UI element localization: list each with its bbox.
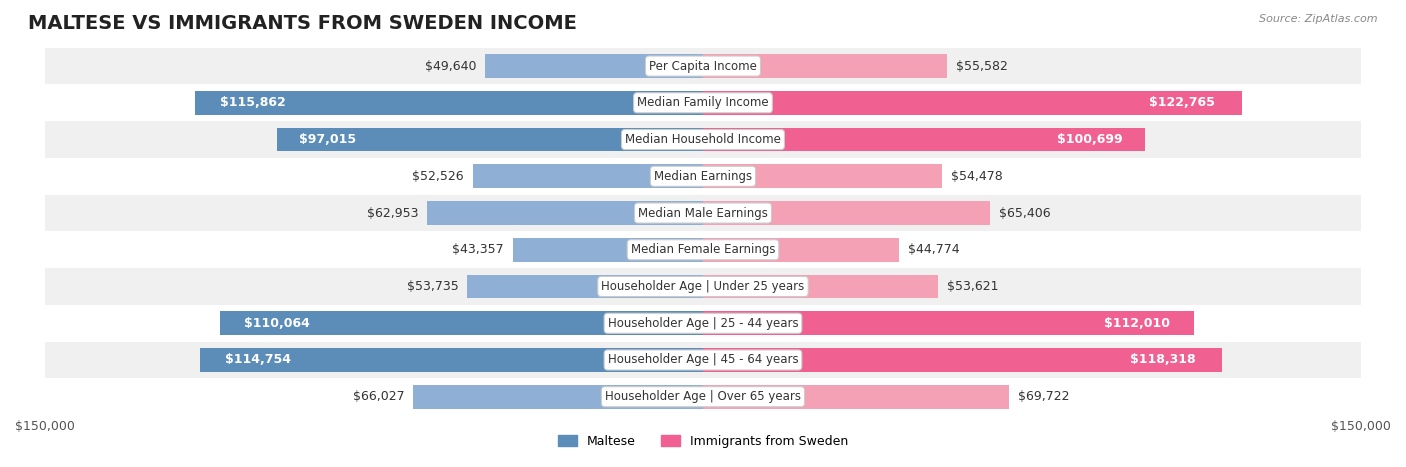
Bar [277, 127, 703, 151]
Bar [703, 201, 990, 225]
Text: Householder Age | 45 - 64 years: Householder Age | 45 - 64 years [607, 354, 799, 367]
Text: $112,010: $112,010 [1104, 317, 1170, 330]
Text: $97,015: $97,015 [298, 133, 356, 146]
Bar [45, 85, 1361, 121]
Text: $43,357: $43,357 [453, 243, 503, 256]
Text: $114,754: $114,754 [225, 354, 291, 367]
Bar [703, 311, 1195, 335]
Bar [45, 158, 1361, 195]
Text: $53,735: $53,735 [406, 280, 458, 293]
Text: $122,765: $122,765 [1149, 96, 1215, 109]
Text: Householder Age | Under 25 years: Householder Age | Under 25 years [602, 280, 804, 293]
Text: $118,318: $118,318 [1130, 354, 1197, 367]
Bar [45, 342, 1361, 378]
Text: $100,699: $100,699 [1057, 133, 1122, 146]
Bar [513, 238, 703, 262]
Text: $54,478: $54,478 [950, 170, 1002, 183]
Text: $44,774: $44,774 [908, 243, 960, 256]
Text: $62,953: $62,953 [367, 206, 418, 219]
Bar [427, 201, 703, 225]
Bar [200, 348, 703, 372]
Bar [45, 195, 1361, 231]
Text: Median Family Income: Median Family Income [637, 96, 769, 109]
Text: $53,621: $53,621 [948, 280, 998, 293]
Bar [45, 121, 1361, 158]
Text: $49,640: $49,640 [425, 60, 477, 72]
Text: $55,582: $55,582 [956, 60, 1008, 72]
Text: $115,862: $115,862 [221, 96, 285, 109]
Text: $52,526: $52,526 [412, 170, 464, 183]
Text: Per Capita Income: Per Capita Income [650, 60, 756, 72]
Text: Median Earnings: Median Earnings [654, 170, 752, 183]
Bar [703, 238, 900, 262]
Bar [472, 164, 703, 188]
Bar [703, 127, 1144, 151]
Bar [703, 91, 1241, 115]
Bar [194, 91, 703, 115]
Text: Source: ZipAtlas.com: Source: ZipAtlas.com [1260, 14, 1378, 24]
Bar [467, 275, 703, 298]
Text: Householder Age | Over 65 years: Householder Age | Over 65 years [605, 390, 801, 403]
Text: MALTESE VS IMMIGRANTS FROM SWEDEN INCOME: MALTESE VS IMMIGRANTS FROM SWEDEN INCOME [28, 14, 576, 33]
Text: $65,406: $65,406 [998, 206, 1050, 219]
Bar [45, 305, 1361, 342]
Bar [45, 268, 1361, 305]
Bar [45, 231, 1361, 268]
Text: Householder Age | 25 - 44 years: Householder Age | 25 - 44 years [607, 317, 799, 330]
Text: Median Male Earnings: Median Male Earnings [638, 206, 768, 219]
Bar [45, 378, 1361, 415]
Text: Median Female Earnings: Median Female Earnings [631, 243, 775, 256]
Text: $69,722: $69,722 [1018, 390, 1069, 403]
Bar [703, 54, 946, 78]
Bar [703, 275, 938, 298]
Legend: Maltese, Immigrants from Sweden: Maltese, Immigrants from Sweden [553, 430, 853, 453]
Bar [485, 54, 703, 78]
Bar [413, 385, 703, 409]
Bar [703, 348, 1222, 372]
Bar [45, 48, 1361, 85]
Text: $66,027: $66,027 [353, 390, 405, 403]
Text: $110,064: $110,064 [245, 317, 311, 330]
Text: Median Household Income: Median Household Income [626, 133, 780, 146]
Bar [703, 385, 1010, 409]
Bar [221, 311, 703, 335]
Bar [703, 164, 942, 188]
